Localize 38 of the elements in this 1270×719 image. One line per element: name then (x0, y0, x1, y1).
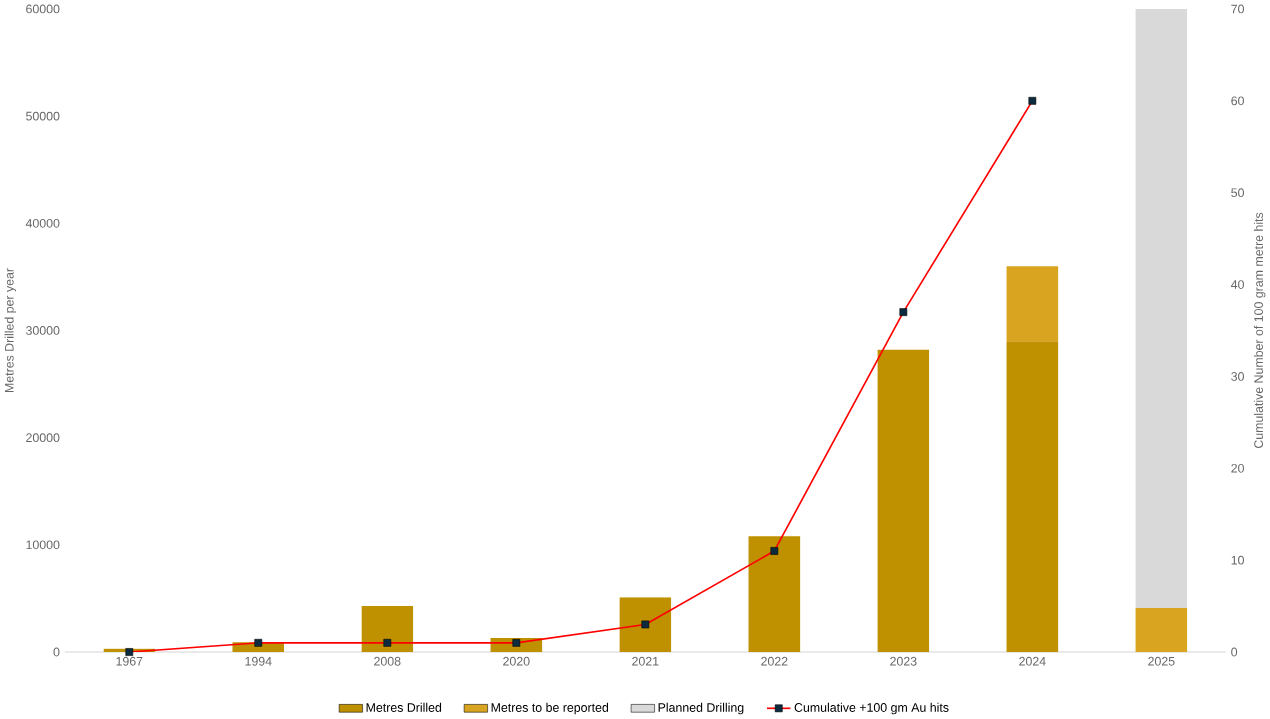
legend-label: Planned Drilling (658, 702, 744, 715)
bar (619, 597, 672, 652)
bar (1135, 607, 1188, 652)
x-tick-label: 2023 (890, 656, 917, 666)
bar (1006, 266, 1059, 342)
y2-tick-label: 70 (1231, 4, 1244, 14)
y2-tick-label: 0 (1231, 647, 1238, 657)
x-tick-label: 2008 (374, 656, 401, 666)
legend-label: Metres Drilled (366, 702, 442, 712)
x-tick-label: 2022 (761, 656, 788, 666)
x-tick-label: 2024 (1019, 656, 1046, 666)
y2-tick-label: 20 (1231, 463, 1244, 473)
y-tick-label: 20000 (26, 433, 60, 442)
y-tick-label: 0 (53, 647, 60, 657)
bar (748, 536, 801, 652)
x-tick-label: 2021 (632, 656, 659, 666)
x-tick-label: 1994 (245, 656, 272, 666)
y-tick-label: 10000 (26, 540, 60, 550)
bar (361, 605, 414, 652)
y-tick-label: 40000 (25, 218, 60, 228)
x-tick-label: 2020 (503, 656, 530, 666)
y2-tick-label: 50 (1231, 188, 1244, 197)
x-tick-label: 1967 (116, 656, 143, 666)
y-tick-label: 30000 (26, 325, 60, 335)
y-axis-title: Metres Drilled per year (4, 268, 17, 392)
x-tick-label: 2025 (1148, 656, 1175, 666)
y-tick-label: 50000 (26, 111, 60, 121)
y2-tick-label: 60 (1231, 96, 1244, 106)
y-tick-label: 60000 (26, 4, 60, 14)
y2-axis-title: Cumulative Number of 100 gram metre hits (1253, 212, 1266, 448)
y2-tick-label: 10 (1231, 555, 1244, 565)
legend-label: Metres to be reported (491, 702, 609, 715)
bar (1006, 341, 1059, 652)
bar (877, 349, 930, 652)
y2-tick-label: 30 (1231, 371, 1244, 381)
legend-label: Cumulative +100 gm Au hits (794, 702, 949, 715)
bar (1135, 8, 1188, 608)
y2-tick-label: 40 (1230, 280, 1244, 289)
